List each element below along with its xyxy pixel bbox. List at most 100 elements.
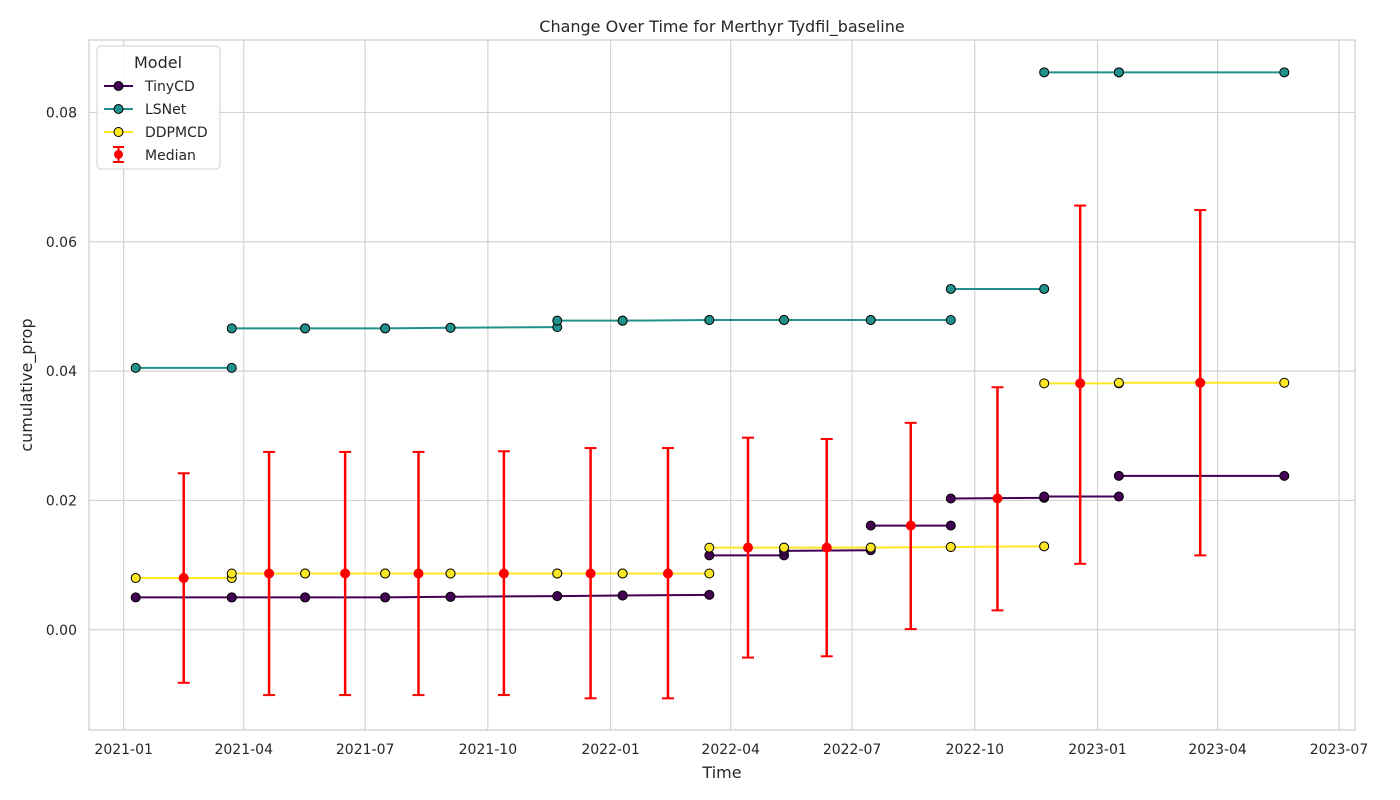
legend-marker-ddpmcd (113, 127, 124, 137)
series-segment-lsnet (385, 326, 451, 330)
legend-entry-tinycd: TinyCD (104, 79, 195, 95)
median-point (904, 421, 917, 631)
x-tick-label: 2021-01 (94, 742, 153, 758)
data-point-tinycd (1113, 491, 1124, 502)
median-point (1074, 204, 1087, 565)
x-tick-label: 2021-10 (459, 742, 518, 758)
data-point-ddpmcd (380, 568, 391, 579)
data-point-tinycd (945, 520, 956, 531)
series-segment-lsnet (450, 326, 558, 329)
median-point (497, 450, 510, 697)
y-tick-label: 0.02 (46, 493, 77, 509)
data-point-ddpmcd (704, 542, 715, 553)
median-marker (992, 493, 1003, 504)
data-point-tinycd (1113, 470, 1124, 481)
median-point (339, 450, 352, 697)
data-point-tinycd (300, 592, 311, 603)
median-marker (264, 568, 275, 579)
data-point-ddpmcd (865, 542, 876, 553)
x-axis-label: Time (701, 763, 741, 782)
data-point-ddpmcd (779, 542, 790, 553)
median-marker (821, 542, 832, 553)
data-point-tinycd (445, 591, 456, 602)
data-point-ddpmcd (1039, 541, 1050, 552)
median-marker (585, 568, 596, 579)
data-point-lsnet (300, 323, 311, 334)
legend-entry-median: Median (113, 146, 196, 164)
chart-title: Change Over Time for Merthyr Tydfil_base… (539, 17, 904, 37)
data-point-ddpmcd (1113, 377, 1124, 388)
data-point-lsnet (380, 323, 391, 334)
median-marker (178, 573, 189, 584)
legend-label-median: Median (145, 148, 196, 164)
series-lsnet (130, 67, 1290, 373)
median-marker (498, 568, 509, 579)
data-point-tinycd (865, 520, 876, 531)
legend-label-ddpmcd: DDPMCD (145, 125, 208, 141)
data-point-lsnet (1039, 67, 1050, 78)
data-point-lsnet (1279, 67, 1290, 78)
median-point (820, 437, 833, 658)
data-point-tinycd (380, 592, 391, 603)
data-point-lsnet (226, 323, 237, 334)
legend-marker-median (114, 150, 123, 159)
median-marker (413, 568, 424, 579)
data-point-lsnet (945, 283, 956, 294)
data-point-lsnet (704, 315, 715, 326)
data-point-ddpmcd (226, 568, 237, 579)
median-marker (905, 520, 916, 531)
y-tick-label: 0.06 (46, 235, 77, 251)
x-tick-label: 2022-01 (581, 742, 640, 758)
x-tick-label: 2023-07 (1310, 742, 1369, 758)
data-point-ddpmcd (945, 541, 956, 552)
data-point-tinycd (130, 592, 141, 603)
data-point-tinycd (1279, 470, 1290, 481)
grid (89, 40, 1355, 730)
data-point-lsnet (130, 362, 141, 373)
median-point (263, 450, 276, 697)
data-point-ddpmcd (1039, 378, 1050, 389)
series-segment-lsnet (622, 319, 710, 322)
x-tick-label: 2022-10 (946, 742, 1005, 758)
plot-area (88, 39, 1356, 731)
legend-title: Model (134, 53, 182, 72)
legend-label-tinycd: TinyCD (144, 79, 195, 95)
median-point (661, 447, 674, 700)
median-marker (743, 542, 754, 553)
data-point-ddpmcd (300, 568, 311, 579)
data-point-lsnet (945, 315, 956, 326)
median-point (584, 447, 597, 700)
median-layer (177, 204, 1207, 700)
data-point-lsnet (779, 315, 790, 326)
median-point (177, 472, 190, 684)
data-point-ddpmcd (552, 568, 563, 579)
data-point-ddpmcd (617, 568, 628, 579)
data-point-lsnet (617, 315, 628, 326)
y-tick-label: 0.08 (46, 105, 77, 121)
median-marker (1195, 377, 1206, 388)
median-marker (662, 568, 673, 579)
data-point-tinycd (704, 589, 715, 600)
median-marker (1075, 378, 1086, 389)
median-marker (340, 568, 351, 579)
data-point-tinycd (945, 493, 956, 504)
data-point-ddpmcd (1279, 377, 1290, 388)
legend: Model TinyCD LSNet DDPMCD Median (96, 45, 221, 170)
legend-marker-tinycd (113, 81, 124, 91)
x-tick-label: 2021-07 (336, 742, 395, 758)
median-point (412, 450, 425, 697)
data-point-tinycd (552, 591, 563, 602)
y-axis-label: cumulative_prop (17, 318, 37, 451)
legend-label-lsnet: LSNet (145, 102, 187, 118)
data-point-ddpmcd (704, 568, 715, 579)
x-tick-label: 2023-01 (1068, 742, 1127, 758)
tick-labels: 2021-01 2021-04 2021-07 2021-10 2022-01 2022-… (46, 105, 1368, 758)
series-layer (130, 67, 1290, 603)
data-point-lsnet (552, 315, 563, 326)
median-point (742, 436, 755, 659)
data-point-tinycd (617, 590, 628, 601)
legend-entry-ddpmcd: DDPMCD (104, 125, 208, 141)
series-ddpmcd (130, 377, 1290, 584)
data-point-lsnet (226, 362, 237, 373)
